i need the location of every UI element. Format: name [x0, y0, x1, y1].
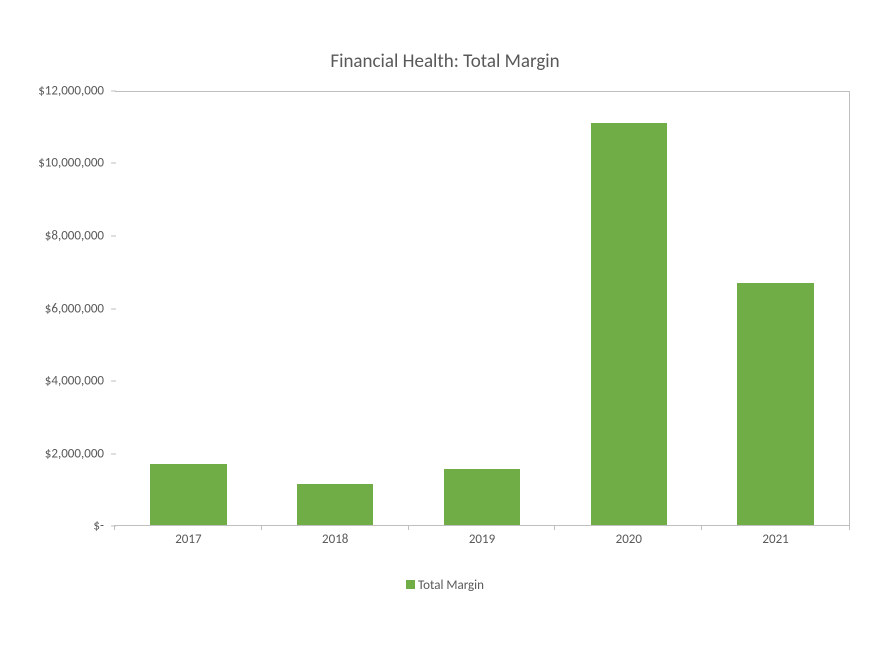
x-tick-label: 2018	[322, 527, 348, 547]
legend-swatch	[406, 580, 415, 589]
x-tick-mark	[554, 525, 555, 530]
x-tick-mark	[114, 525, 115, 530]
x-tick-label: 2019	[469, 527, 495, 547]
x-tick-group: 2018	[262, 527, 409, 548]
legend: Total Margin	[20, 578, 870, 593]
bar	[444, 469, 520, 525]
plot-area: 20172018201920202021	[115, 91, 850, 526]
x-tick-label: 2020	[616, 527, 642, 547]
bar	[150, 464, 226, 525]
y-tick-label: $6,000,000	[45, 301, 104, 316]
x-tick-mark	[261, 525, 262, 530]
chart-title: Financial Health: Total Margin	[20, 50, 870, 73]
bar-slot	[115, 92, 262, 525]
x-tick-group: 2017	[115, 527, 262, 548]
bar	[591, 123, 667, 525]
bar-slot	[555, 92, 702, 525]
y-tick-label: $8,000,000	[45, 228, 104, 243]
x-tick-label: 2021	[762, 527, 788, 547]
x-tick-mark	[849, 525, 850, 530]
plot-wrapper: $-$2,000,000$4,000,000$6,000,000$8,000,0…	[115, 91, 850, 546]
bars-group	[115, 92, 849, 525]
bar	[297, 484, 373, 525]
y-tick-label: $4,000,000	[45, 373, 104, 388]
y-tick-label: $10,000,000	[38, 156, 104, 171]
y-tick-label: $2,000,000	[45, 446, 104, 461]
y-tick-label: $-	[93, 519, 104, 534]
y-axis: $-$2,000,000$4,000,000$6,000,000$8,000,0…	[20, 91, 110, 526]
x-tick-group: 2019	[409, 527, 556, 548]
bar-slot	[262, 92, 409, 525]
y-tick-label: $12,000,000	[38, 84, 104, 99]
x-tick-mark	[701, 525, 702, 530]
x-tick-group: 2021	[702, 527, 849, 548]
bar	[737, 283, 813, 525]
x-tick-mark	[408, 525, 409, 530]
bar-slot	[702, 92, 849, 525]
bar-slot	[409, 92, 556, 525]
x-tick-label: 2017	[175, 527, 201, 547]
legend-label: Total Margin	[418, 578, 484, 593]
x-tick-group: 2020	[555, 527, 702, 548]
x-axis: 2017 2018 2019 2020 2021	[115, 527, 849, 548]
chart-container: Financial Health: Total Margin $-$2,000,…	[20, 50, 870, 620]
